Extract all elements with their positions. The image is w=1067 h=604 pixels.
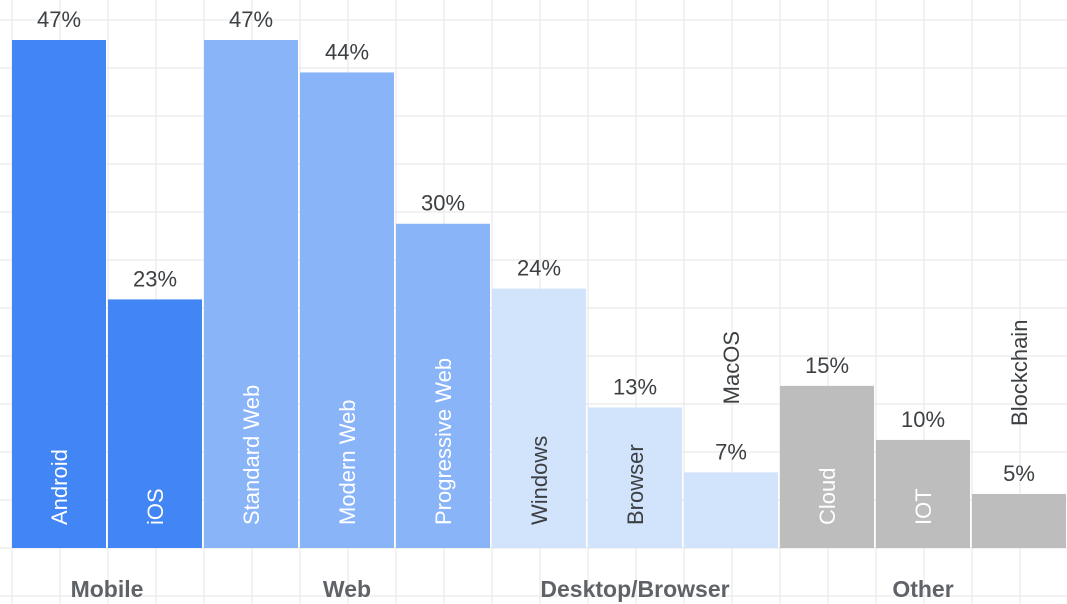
- bar: [108, 299, 202, 548]
- bar: [780, 385, 874, 548]
- bar: [588, 407, 682, 548]
- bar: [492, 288, 586, 548]
- value-label: 10%: [901, 407, 945, 432]
- value-label: 5%: [1003, 461, 1035, 486]
- bar: [684, 472, 778, 548]
- bar: [12, 40, 106, 548]
- value-label: 13%: [613, 374, 657, 399]
- group-label: Other: [892, 576, 953, 602]
- bar: [204, 40, 298, 548]
- category-label: Progressive Web: [431, 358, 456, 525]
- value-label: 47%: [229, 7, 273, 32]
- group-label: Mobile: [71, 576, 144, 602]
- value-label: 15%: [805, 353, 849, 378]
- category-label: Browser: [623, 444, 648, 525]
- value-label: 7%: [715, 439, 747, 464]
- bar: [876, 439, 970, 548]
- bar: [300, 72, 394, 548]
- group-label: Desktop/Browser: [540, 576, 729, 602]
- group-label: Web: [323, 576, 371, 602]
- value-label: 44%: [325, 39, 369, 64]
- category-label: MacOS: [719, 331, 744, 404]
- value-label: 30%: [421, 191, 465, 216]
- category-label: Cloud: [815, 468, 840, 525]
- category-label: Android: [47, 449, 72, 525]
- category-label: Modern Web: [335, 399, 360, 525]
- value-label: 24%: [517, 256, 561, 281]
- value-label: 47%: [37, 7, 81, 32]
- category-label: iOS: [143, 488, 168, 525]
- value-label: 23%: [133, 266, 177, 291]
- category-label: IOT: [911, 488, 936, 525]
- bar: [396, 223, 490, 548]
- category-label: Blockchain: [1007, 320, 1032, 426]
- bar: [972, 493, 1066, 548]
- category-label: Windows: [527, 436, 552, 525]
- category-label: Standard Web: [239, 385, 264, 525]
